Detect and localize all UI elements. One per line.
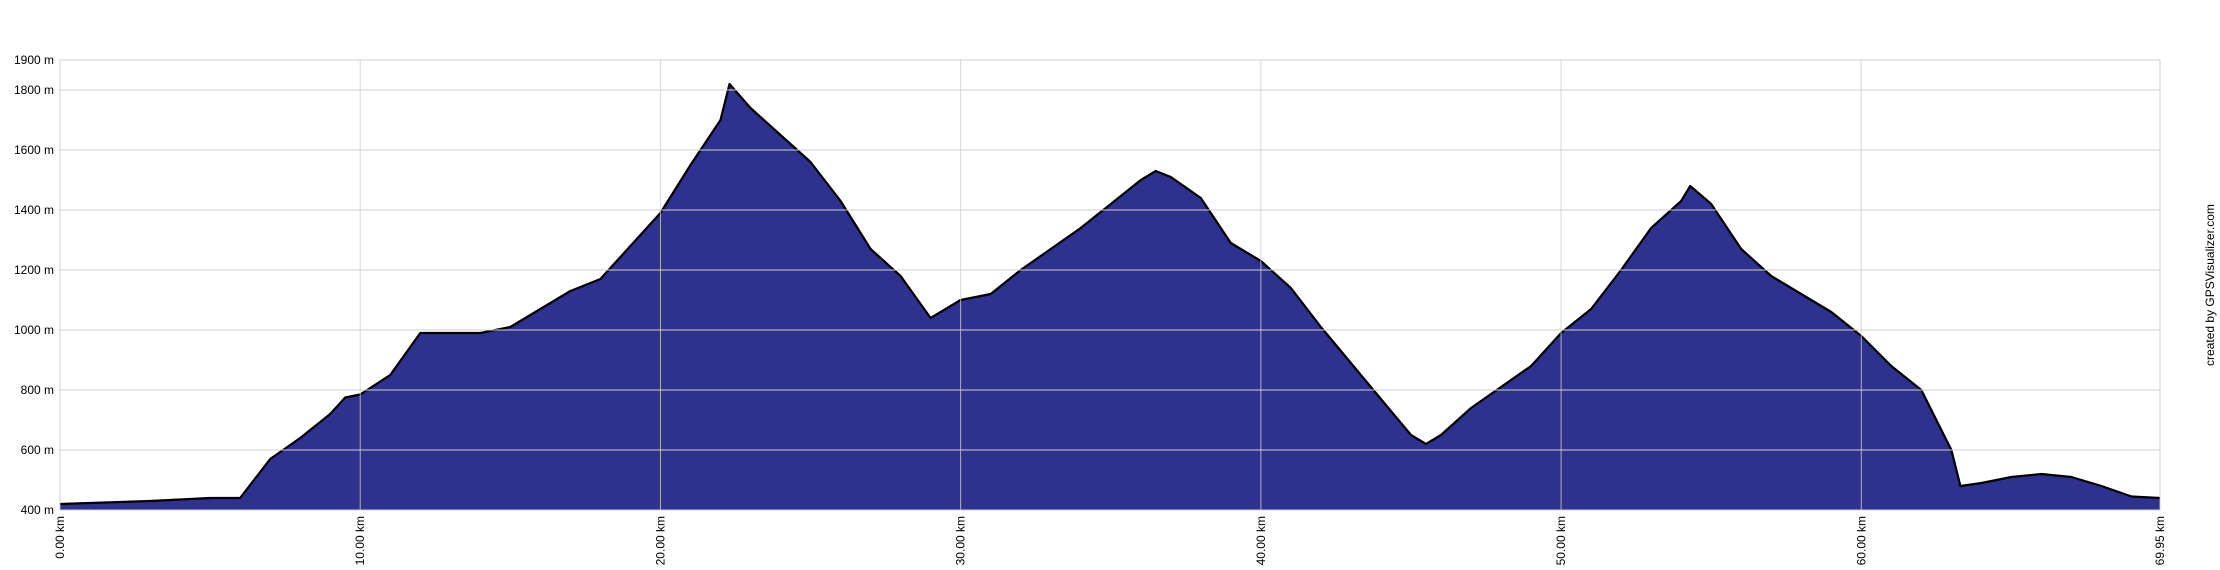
x-tick-label: 69.95 km bbox=[2153, 516, 2167, 565]
y-tick-label: 1400 m bbox=[14, 203, 54, 217]
y-tick-label: 1000 m bbox=[14, 323, 54, 337]
credit-annotation: created by GPSVisualizer.com bbox=[2203, 204, 2217, 366]
x-tick-label: 60.00 km bbox=[1854, 516, 1868, 565]
x-tick-label: 0.00 km bbox=[53, 516, 67, 559]
x-tick-label: 40.00 km bbox=[1254, 516, 1268, 565]
x-tick-label: 20.00 km bbox=[653, 516, 667, 565]
y-tick-label: 1600 m bbox=[14, 143, 54, 157]
y-tick-label: 1200 m bbox=[14, 263, 54, 277]
x-tick-label: 50.00 km bbox=[1554, 516, 1568, 565]
y-tick-label: 400 m bbox=[21, 503, 54, 517]
y-tick-label: 1800 m bbox=[14, 83, 54, 97]
y-tick-label: 800 m bbox=[21, 383, 54, 397]
elevation-area bbox=[60, 84, 2160, 510]
elevation-line bbox=[59, 82, 2161, 506]
x-tick-label: 30.00 km bbox=[954, 516, 968, 565]
x-tick-label: 10.00 km bbox=[353, 516, 367, 565]
y-tick-label: 1900 m bbox=[14, 53, 54, 67]
y-tick-label: 600 m bbox=[21, 443, 54, 457]
